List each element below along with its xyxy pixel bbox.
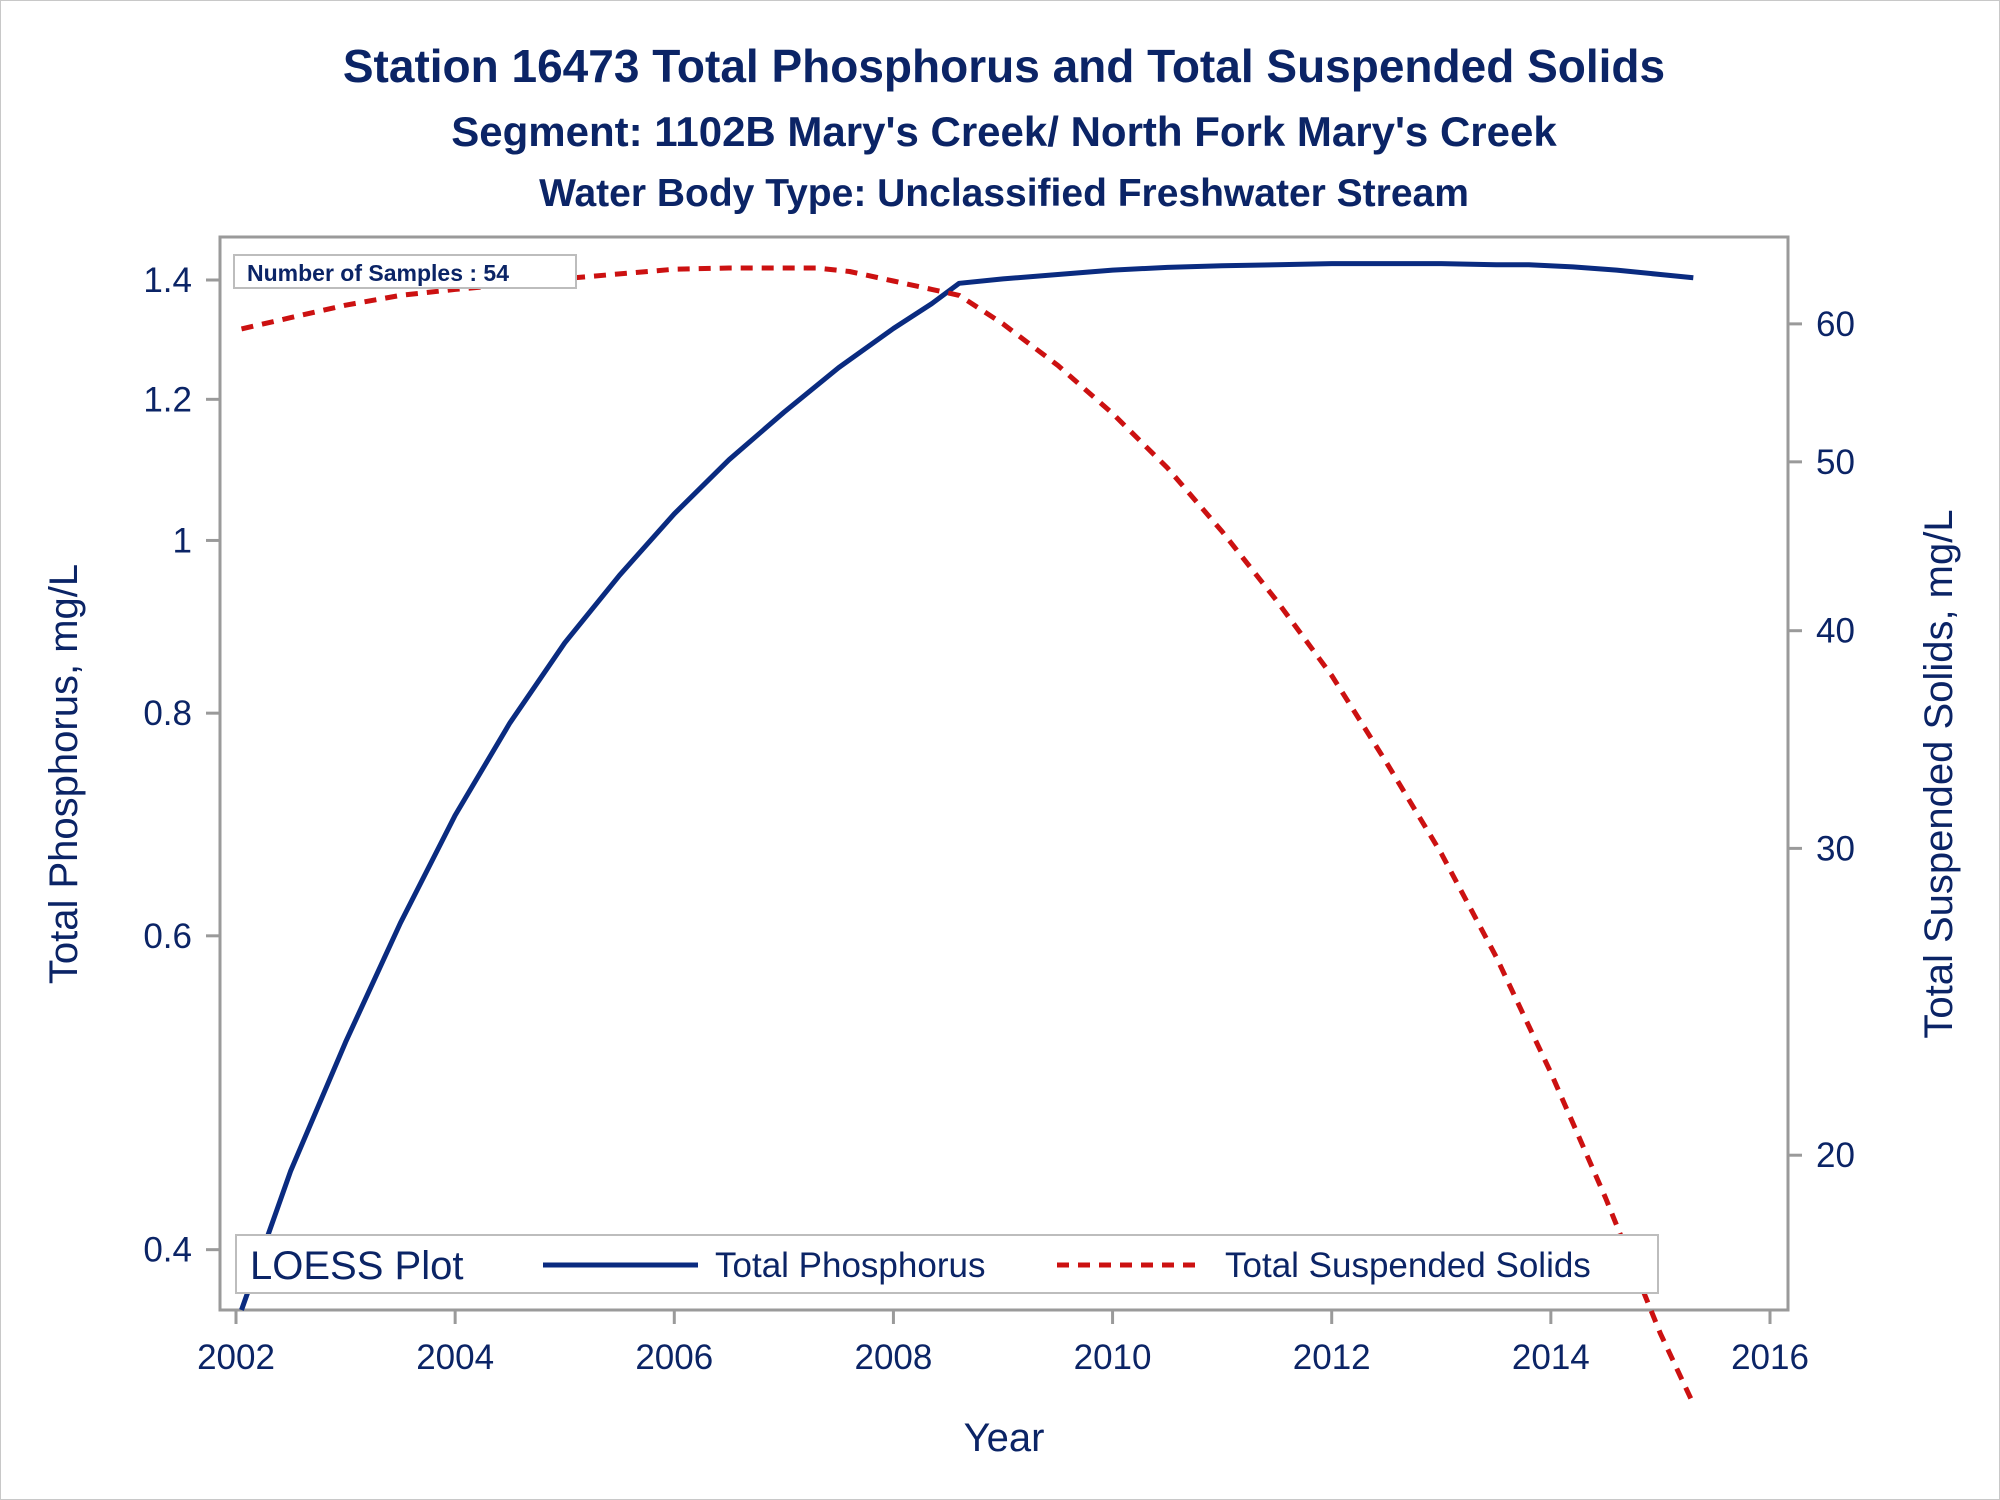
y-axis-right: 20 30 40 50 60: [1788, 305, 1855, 1175]
y-left-tick-label: 0.6: [143, 917, 192, 956]
legend-title: LOESS Plot: [250, 1244, 463, 1288]
chart-title: Station 16473 Total Phosphorus and Total…: [343, 40, 1665, 92]
annotation-box: [233, 254, 577, 289]
x-tick-label: 2004: [416, 1338, 494, 1377]
y-left-tick-label: 1.4: [143, 261, 192, 300]
chart-subtitle-2: Water Body Type: Unclassified Freshwater…: [539, 172, 1469, 215]
y-axis-left-label: Total Phosphorus, mg/L: [42, 564, 86, 984]
x-tick-label: 2008: [854, 1338, 932, 1377]
series-total-suspended-solids-line: [240, 265, 1696, 1405]
x-tick-label: 2012: [1293, 1338, 1371, 1377]
y-right-tick-label: 20: [1816, 1136, 1855, 1175]
legend-label-phosphorus: Total Phosphorus: [715, 1246, 985, 1285]
x-tick-label: 2016: [1731, 1338, 1809, 1377]
legend-label-tss: Total Suspended Solids: [1225, 1246, 1591, 1285]
y-left-tick-label: 1: [173, 521, 192, 560]
x-axis: 2002 2004 2006 2008 2010 2012 2014 2016: [197, 1310, 1809, 1377]
chart-subtitle: Segment: 1102B Mary's Creek/ North Fork …: [451, 108, 1557, 155]
series-total-phosphorus-line: [239, 261, 1694, 1311]
y-right-tick-label: 50: [1816, 443, 1855, 482]
y-left-tick-label: 0.8: [143, 694, 192, 733]
y-left-tick-label: 0.4: [143, 1231, 192, 1270]
series-layer: [239, 261, 1696, 1405]
x-tick-label: 2006: [635, 1338, 713, 1377]
y-axis-right-label: Total Suspended Solids, mg/L: [1917, 509, 1961, 1038]
plot-area: [218, 235, 1790, 1312]
x-tick-label: 2002: [197, 1338, 275, 1377]
x-tick-label: 2014: [1512, 1338, 1590, 1377]
legend: LOESS Plot Total Phosphorus Total Suspen…: [235, 1234, 1659, 1294]
x-tick-label: 2010: [1074, 1338, 1152, 1377]
y-axis-left: 0.4 0.6 0.8 1 1.2 1.4: [143, 261, 220, 1270]
y-right-tick-label: 40: [1816, 612, 1855, 651]
annotation-text: Number of Samples : 54: [247, 260, 509, 286]
x-axis-label: Year: [964, 1416, 1045, 1460]
legend-box: [235, 1234, 1659, 1294]
y-right-tick-label: 60: [1816, 305, 1855, 344]
y-right-tick-label: 30: [1816, 829, 1855, 868]
sample-count-annotation: Number of Samples : 54: [233, 254, 577, 289]
y-left-tick-label: 1.2: [143, 380, 192, 419]
